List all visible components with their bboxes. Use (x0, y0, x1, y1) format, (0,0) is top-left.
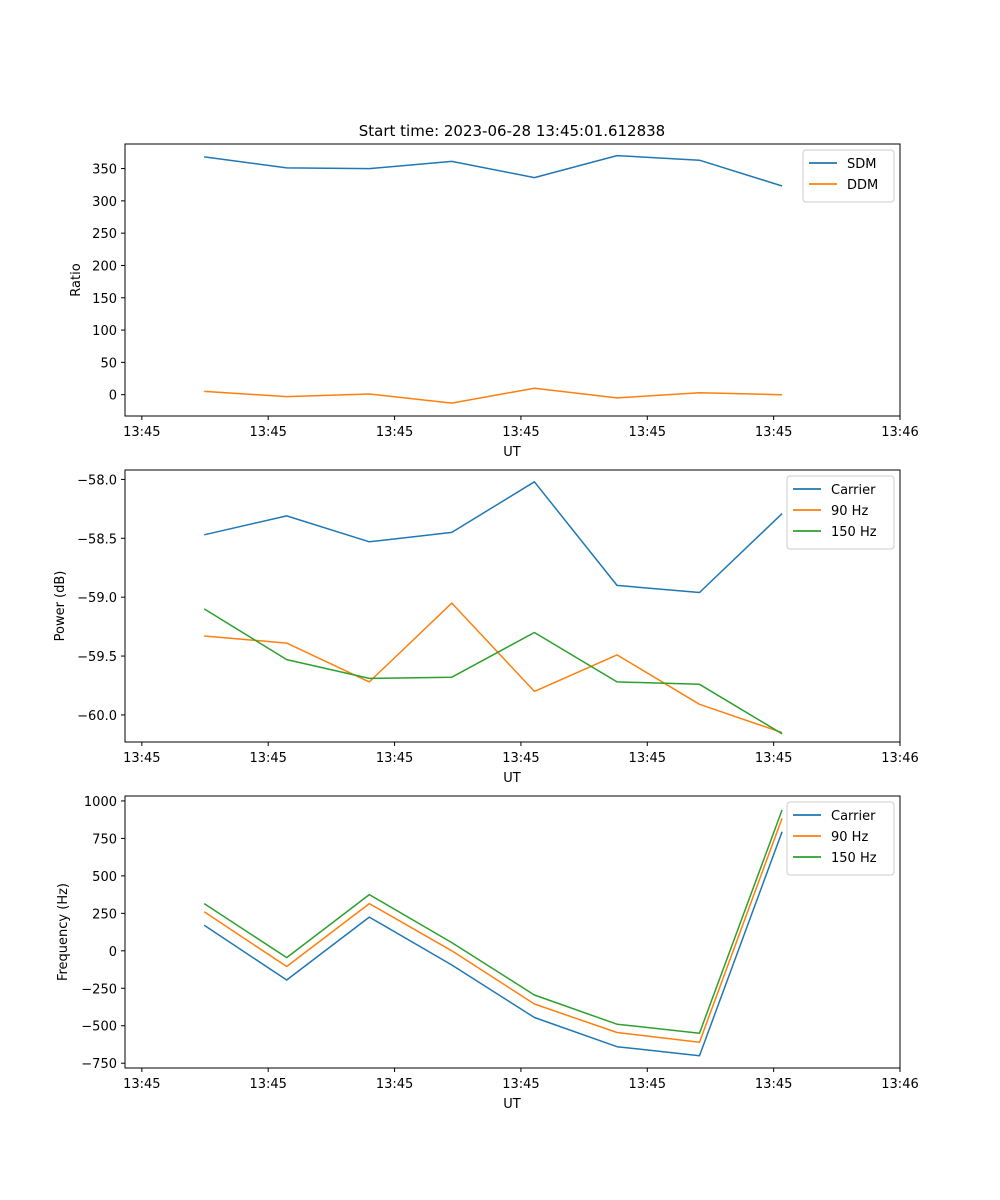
ratio-x-tick-label: 13:45 (502, 425, 539, 440)
frequency-x-tick-label: 13:45 (376, 1077, 413, 1092)
frequency-y-tick-label: 1000 (84, 795, 117, 810)
frequency-series-line-2 (203, 809, 783, 1034)
frequency-y-tick-label: 500 (92, 870, 117, 885)
ratio-y-tick-label: 100 (92, 324, 117, 339)
ratio-x-tick-label: 13:46 (881, 425, 918, 440)
ratio-series-line-1 (204, 387, 783, 404)
ratio-y-tick-label: 300 (92, 195, 117, 210)
frequency-legend: Carrier 90 Hz 150 Hz (786, 801, 895, 876)
frequency-legend-label-1: 90 Hz (831, 830, 868, 845)
power-panel: 13:45 13:45 13:45 13:45 13:45 13:45 13:46 −60.… (53, 469, 919, 786)
frequency-y-tick-label: 750 (92, 832, 117, 847)
frequency-x-tick-label: 13:46 (881, 1077, 918, 1092)
frequency-panel: 13:45 13:45 13:45 13:45 13:45 13:45 13:46 −750… (56, 795, 919, 1112)
ratio-x-tick-label: 13:45 (629, 425, 666, 440)
power-y-tick-label: −58.0 (77, 473, 117, 488)
frequency-legend-label-2: 150 Hz (831, 851, 877, 866)
frequency-x-tick-label: 13:45 (123, 1077, 160, 1092)
power-series-line-0 (204, 481, 783, 594)
frequency-x-tick-label: 13:45 (249, 1077, 286, 1092)
ratio-panel: Start time: 2023-06-28 13:45:01.612838 1… (69, 122, 919, 460)
power-axes-frame (124, 469, 901, 743)
frequency-series-line-0 (203, 831, 783, 1057)
ratio-x-tick-label: 13:45 (376, 425, 413, 440)
frequency-y-tick-label: −500 (81, 1020, 117, 1035)
power-x-tick-label: 13:45 (376, 751, 413, 766)
chart-title: Start time: 2023-06-28 13:45:01.612838 (359, 122, 665, 140)
ratio-legend: SDM DDM (802, 149, 895, 203)
power-x-tick-label: 13:45 (502, 751, 539, 766)
ratio-y-tick-label: 0 (109, 389, 117, 404)
frequency-y-axis-label: Frequency (Hz) (56, 883, 71, 981)
frequency-series-lines (203, 809, 783, 1057)
frequency-x-tick-label: 13:45 (502, 1077, 539, 1092)
ratio-x-tick-label: 13:45 (755, 425, 792, 440)
frequency-x-axis-label: UT (503, 1097, 521, 1112)
power-legend: Carrier 90 Hz 150 Hz (786, 475, 895, 550)
ratio-y-tick-label: 250 (92, 227, 117, 242)
power-x-tick-label: 13:45 (249, 751, 286, 766)
ratio-x-ticks: 13:45 13:45 13:45 13:45 13:45 13:45 13:46 (123, 416, 919, 440)
ratio-y-tick-label: 200 (92, 259, 117, 274)
power-series-line-2 (203, 608, 783, 735)
power-x-tick-label: 13:46 (881, 751, 918, 766)
power-legend-label-0: Carrier (831, 483, 876, 498)
power-y-tick-label: −60.0 (77, 709, 117, 724)
power-series-lines (203, 481, 783, 735)
ratio-y-tick-label: 150 (92, 292, 117, 307)
power-y-tick-label: −58.5 (77, 532, 117, 547)
power-x-tick-label: 13:45 (755, 751, 792, 766)
ratio-y-axis-label: Ratio (69, 263, 84, 296)
power-x-axis-label: UT (503, 771, 521, 786)
power-y-tick-label: −59.0 (77, 591, 117, 606)
ratio-y-tick-label: 50 (100, 356, 117, 371)
frequency-y-ticks: −750 −500 −250 0 250 500 750 1000 (81, 795, 125, 1072)
power-legend-label-2: 150 Hz (831, 525, 877, 540)
power-y-tick-label: −59.5 (77, 650, 117, 665)
frequency-series-line-1 (203, 817, 783, 1043)
frequency-x-tick-label: 13:45 (629, 1077, 666, 1092)
ratio-axes-frame (124, 143, 901, 417)
frequency-axes-frame (124, 795, 901, 1069)
power-x-tick-label: 13:45 (123, 751, 160, 766)
frequency-legend-label-0: Carrier (831, 809, 876, 824)
power-legend-label-1: 90 Hz (831, 504, 868, 519)
ratio-legend-label-1: DDM (847, 178, 878, 193)
ratio-x-axis-label: UT (503, 445, 521, 460)
ratio-y-ticks: 0 50 100 150 200 250 300 350 (92, 163, 125, 404)
power-x-tick-label: 13:45 (629, 751, 666, 766)
ratio-series-lines (204, 154, 783, 404)
power-y-ticks: −60.0 −59.5 −59.0 −58.5 −58.0 (77, 473, 125, 724)
ratio-series-line-0 (204, 154, 783, 187)
ratio-legend-label-0: SDM (847, 157, 876, 172)
frequency-x-ticks: 13:45 13:45 13:45 13:45 13:45 13:45 13:46 (123, 1068, 919, 1092)
frequency-x-tick-label: 13:45 (755, 1077, 792, 1092)
frequency-y-tick-label: −750 (81, 1057, 117, 1072)
frequency-y-tick-label: −250 (81, 982, 117, 997)
power-y-axis-label: Power (dB) (53, 571, 68, 642)
frequency-y-tick-label: 0 (109, 945, 117, 960)
ratio-y-tick-label: 350 (92, 163, 117, 178)
ratio-x-tick-label: 13:45 (123, 425, 160, 440)
ratio-x-tick-label: 13:45 (249, 425, 286, 440)
power-series-line-1 (204, 602, 783, 734)
frequency-y-tick-label: 250 (92, 907, 117, 922)
power-x-ticks: 13:45 13:45 13:45 13:45 13:45 13:45 13:46 (123, 742, 919, 766)
